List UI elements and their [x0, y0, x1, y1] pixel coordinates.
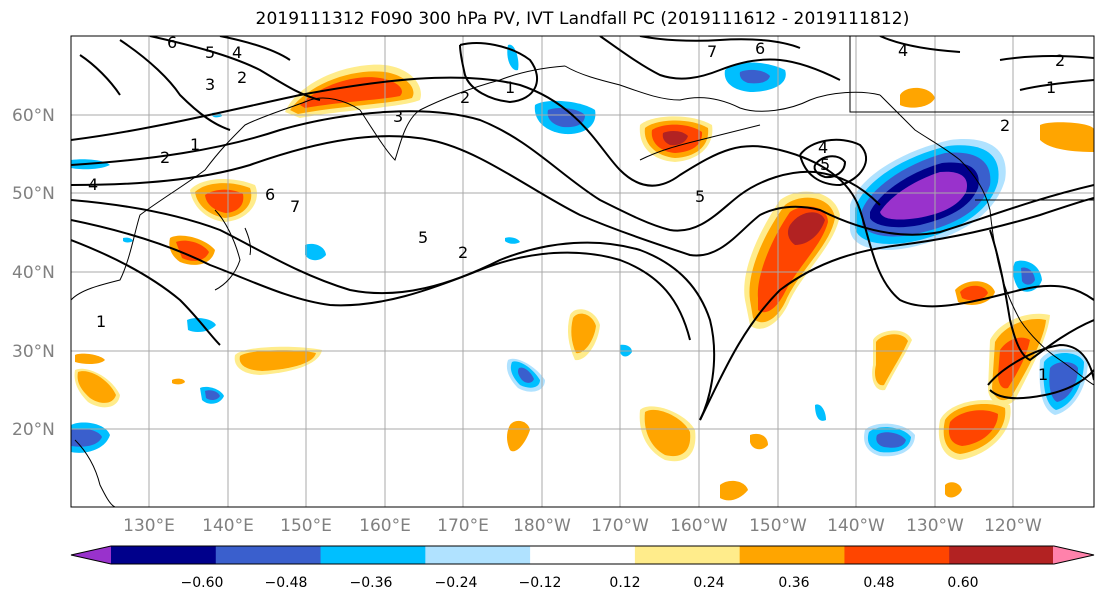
contour-label: 1: [505, 78, 515, 97]
colorbar-segment: [215, 546, 322, 564]
lon-label: 170°E: [437, 516, 489, 536]
contour-label: 7: [290, 197, 300, 216]
colorbar-segment: [739, 546, 845, 564]
contour-label: 6: [167, 33, 177, 52]
colorbar-extend-min: [71, 546, 112, 564]
colorbar-segment: [425, 546, 531, 564]
colorbar-tick-label: 0.12: [609, 575, 640, 591]
contour-label: 2: [460, 88, 470, 107]
lat-label: 60°N: [12, 106, 55, 126]
lon-label: 170°W: [591, 516, 649, 536]
contour-label: 2: [1055, 51, 1065, 70]
lon-label: 150°W: [749, 516, 807, 536]
map-title: 2019111312 F090 300 hPa PV, IVT Landfall…: [255, 9, 910, 29]
latitude-labels: 60°N 50°N 40°N 30°N 20°N: [12, 106, 55, 440]
contour-label: 6: [755, 39, 765, 58]
contour-labels: 6 5 4 3 2 1 2 1 7 6 4 2 1 2 1 3 4 5 5 2 …: [88, 33, 1065, 384]
lon-label: 150°E: [280, 516, 332, 536]
lon-label: 160°E: [359, 516, 411, 536]
colorbar-segment: [844, 546, 950, 564]
colorbar-segment: [530, 546, 636, 564]
contour-label: 3: [205, 75, 215, 94]
contour-label: 5: [695, 187, 705, 206]
contour-label: 2: [458, 243, 468, 262]
lon-label: 140°E: [202, 516, 254, 536]
lon-label: 140°W: [827, 516, 885, 536]
colorbar-tick-label: −0.60: [181, 575, 224, 591]
map-border: [70, 35, 1095, 508]
lon-label: 160°W: [670, 516, 728, 536]
colorbar-segment: [634, 546, 741, 564]
colorbar-segment: [111, 546, 217, 564]
contour-label: 5: [418, 228, 428, 247]
contour-label: 7: [707, 42, 717, 61]
colorbar-tick-label: 0.36: [778, 575, 809, 591]
graticule: [71, 36, 1094, 507]
contour-label: 1: [96, 312, 106, 331]
colorbar-outline: [70, 545, 1095, 565]
contour-label: 1: [1038, 365, 1048, 384]
contour-label: 2: [237, 68, 247, 87]
lon-label: 180°W: [513, 516, 571, 536]
contour-label: 1: [190, 135, 200, 154]
colorbar-tick-label: −0.12: [519, 575, 562, 591]
colorbar-segment: [949, 546, 1055, 564]
contour-label: 6: [265, 185, 275, 204]
lat-label: 20°N: [12, 420, 55, 440]
contour-label: 1: [1046, 78, 1056, 97]
coastlines: [71, 36, 1094, 507]
lon-label: 130°W: [906, 516, 964, 536]
colorbar-tick-label: −0.24: [435, 575, 478, 591]
lat-label: 50°N: [12, 184, 55, 204]
map-content: [71, 36, 1094, 507]
colorbar-tick-label: 0.24: [693, 575, 724, 591]
contour-label: 2: [160, 148, 170, 167]
colorbar: [70, 545, 1095, 565]
contour-label: 4: [818, 138, 828, 157]
colorbar-extend-max: [1053, 546, 1094, 564]
colorbar-tick-label: 0.60: [947, 575, 978, 591]
shaded-anomalies: [71, 44, 1094, 501]
lat-label: 40°N: [12, 263, 55, 283]
lon-label: 120°W: [984, 516, 1042, 536]
colorbar-tick-label: −0.48: [265, 575, 308, 591]
contour-label: 4: [88, 175, 98, 194]
lon-label: 130°E: [123, 516, 175, 536]
contour-label: 5: [205, 43, 215, 62]
longitude-labels: 130°E 140°E 150°E 160°E 170°E 180°W 170°…: [123, 516, 1042, 536]
contour-label: 3: [393, 107, 403, 126]
pv-contours: [71, 36, 1094, 421]
colorbar-segment: [320, 546, 426, 564]
contour-label: 2: [1000, 116, 1010, 135]
colorbar-tick-label: −0.36: [350, 575, 393, 591]
lat-label: 30°N: [12, 342, 55, 362]
contour-label: 4: [232, 43, 242, 62]
contour-label: 5: [820, 155, 830, 174]
colorbar-ticks: −0.60 −0.48 −0.36 −0.24 −0.12 0.12 0.24 …: [181, 575, 979, 591]
contour-label: 4: [898, 41, 908, 60]
colorbar-tick-label: 0.48: [863, 575, 894, 591]
